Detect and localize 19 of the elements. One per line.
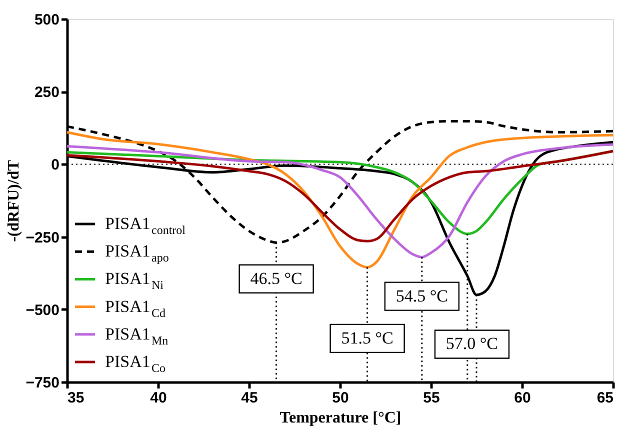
y-tick-label: 0 xyxy=(51,156,60,174)
x-tick-label: 40 xyxy=(150,390,167,406)
annotation: 46.5 °C xyxy=(250,268,302,288)
annotation: 57.0 °C xyxy=(446,334,498,354)
x-axis-title: Temperature [°C] xyxy=(280,410,402,426)
x-tick-label: 50 xyxy=(332,390,349,406)
y-tick-label: −750 xyxy=(26,374,60,392)
y-axis-title: -(dRFU)/dT xyxy=(6,160,23,242)
x-tick-label: 45 xyxy=(241,390,258,406)
x-tick-label: 55 xyxy=(423,390,440,406)
y-tick-label: 500 xyxy=(34,12,60,28)
y-tick-label: −250 xyxy=(26,229,60,246)
y-tick-label: −500 xyxy=(26,302,60,319)
x-tick-label: 35 xyxy=(68,390,84,406)
annotation: 54.5 °C xyxy=(396,286,448,306)
x-tick-label: 60 xyxy=(514,390,531,406)
x-tick-label: 65 xyxy=(596,390,614,406)
annotation: 51.5 °C xyxy=(341,328,394,348)
y-tick-label: 250 xyxy=(34,84,60,102)
